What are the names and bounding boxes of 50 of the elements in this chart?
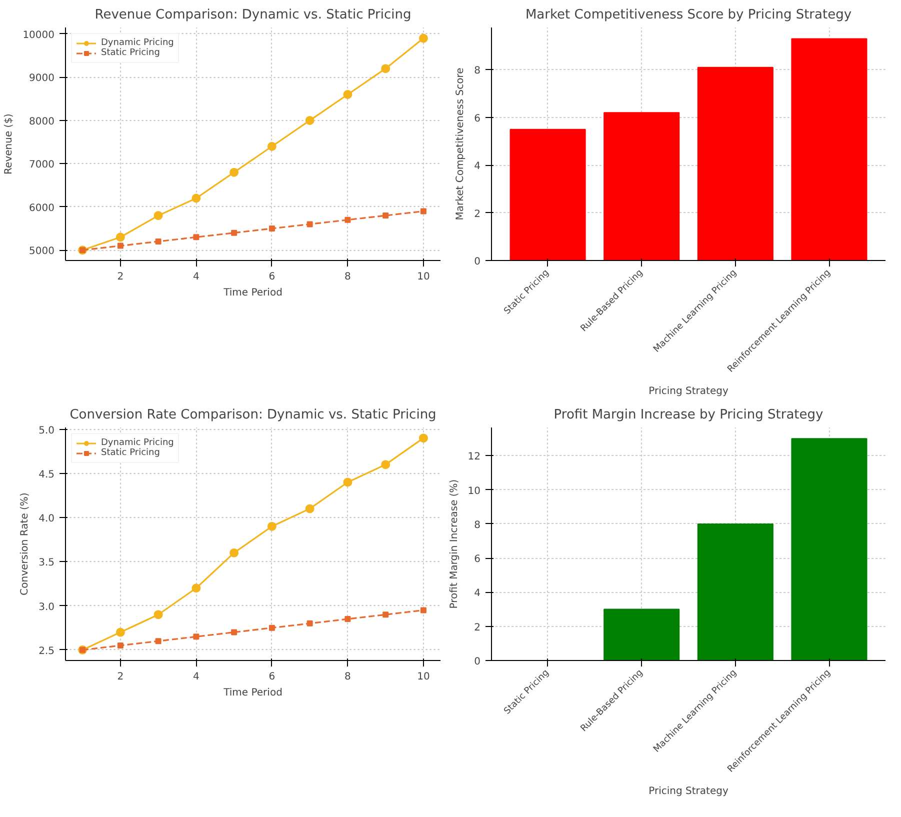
y-tick-label: 6 — [474, 113, 481, 124]
x-axis-title: Pricing Strategy — [648, 386, 728, 398]
y-tick-label: 3.5 — [38, 558, 55, 569]
legend-label: Static Pricing — [101, 48, 160, 58]
legend-label: Dynamic Pricing — [101, 38, 174, 48]
y-tick-label: 10 — [468, 486, 481, 497]
y-tick-label: 2.5 — [38, 646, 55, 657]
y-tick-label: 8000 — [29, 116, 55, 128]
y-tick-label: 6000 — [29, 202, 55, 214]
y-tick-label: 2 — [474, 208, 481, 220]
y-tick-label: 3.0 — [38, 602, 55, 613]
y-tick-label: 2 — [474, 622, 481, 634]
x-tick-label: 10 — [417, 272, 430, 282]
y-tick-label: 4.0 — [38, 514, 55, 525]
x-tick-label: 6 — [268, 672, 276, 682]
y-axis-title: Revenue ($) — [4, 113, 15, 174]
x-axis-title: Pricing Strategy — [648, 786, 728, 798]
chart-title: Revenue Comparison: Dynamic vs. Static Pricing — [94, 8, 412, 22]
y-tick-label: 4.5 — [38, 469, 55, 480]
y-tick-label: 4 — [474, 161, 481, 172]
chart-title: Market Competitiveness Score by Pricing Strategy — [525, 8, 852, 22]
x-tick-label: 4 — [193, 272, 200, 282]
y-axis-title: Profit Margin Increase (%) — [448, 479, 460, 609]
x-tick-label: 4 — [193, 672, 200, 682]
y-tick-label: 0 — [474, 656, 481, 668]
y-tick-label: 4 — [474, 588, 481, 600]
x-tick-label: 10 — [417, 672, 430, 682]
y-axis-title: Market Competitiveness Score — [455, 68, 466, 220]
y-tick-label: 8 — [474, 66, 481, 77]
y-tick-label: 8 — [474, 520, 481, 531]
x-tick-label: 8 — [344, 272, 351, 282]
chart-title: Profit Margin Increase by Pricing Strategy — [554, 408, 824, 422]
x-tick-label: 6 — [268, 272, 276, 282]
y-tick-label: 10000 — [22, 30, 54, 41]
y-tick-label: 12 — [468, 452, 481, 463]
y-tick-label: 5.0 — [38, 425, 55, 436]
x-tick-label: 2 — [117, 272, 124, 282]
y-tick-label: 6 — [474, 554, 481, 566]
x-axis-title: Time Period — [222, 288, 282, 298]
x-axis-title: Time Period — [222, 688, 282, 698]
x-tick-label: 2 — [117, 672, 124, 682]
y-axis-title: Conversion Rate (%) — [20, 492, 31, 596]
y-tick-label: 5000 — [29, 246, 55, 258]
y-tick-label: 7000 — [29, 160, 55, 171]
x-tick-label: 8 — [344, 672, 351, 682]
y-tick-label: 9000 — [29, 73, 55, 84]
chart-title: Conversion Rate Comparison: Dynamic vs. Static Pricing — [70, 408, 436, 422]
legend-label: Static Pricing — [101, 448, 160, 458]
y-tick-label: 0 — [474, 256, 481, 268]
legend-label: Dynamic Pricing — [101, 438, 174, 448]
